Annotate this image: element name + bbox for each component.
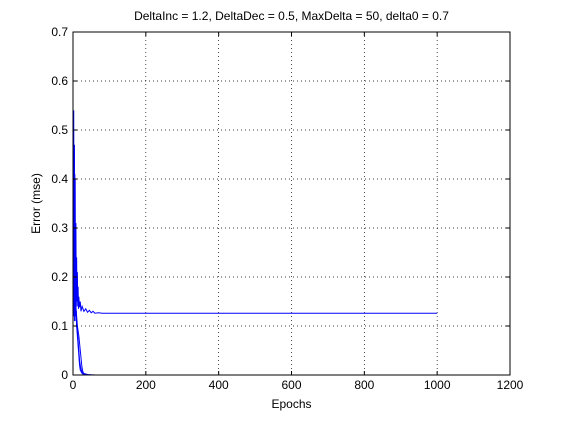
x-axis-title: Epochs	[271, 397, 311, 411]
x-tick-label: 800	[354, 378, 374, 392]
series-line-4	[72, 193, 85, 375]
y-axis-title: Error (mse)	[29, 173, 43, 234]
tick-labels: 0 200 400 600 800 1000 1200 0 0.1 0.2 0.3 0.4 0.5 0.6…	[51, 25, 523, 392]
y-tick-label: 0.2	[51, 270, 68, 284]
x-tick-label: 600	[281, 378, 301, 392]
grid-lines	[73, 32, 510, 375]
axes-box	[72, 31, 511, 376]
y-tick-label: 0.1	[51, 319, 68, 333]
y-tick-label: 0.4	[51, 172, 68, 186]
tick-marks	[72, 31, 511, 376]
y-tick-label: 0	[61, 368, 68, 382]
y-tick-label: 0.3	[51, 221, 68, 235]
series-layer	[72, 110, 438, 376]
y-tick-label: 0.7	[51, 25, 68, 39]
x-tick-label: 400	[209, 378, 229, 392]
x-tick-label: 1200	[497, 378, 524, 392]
x-tick-label: 1000	[424, 378, 451, 392]
x-tick-label: 200	[136, 378, 156, 392]
y-tick-label: 0.6	[51, 74, 68, 88]
series-line-1	[72, 110, 438, 314]
x-tick-label: 0	[70, 378, 77, 392]
chart-title: DeltaInc = 1.2, DeltaDec = 0.5, MaxDelta…	[134, 9, 449, 23]
y-tick-label: 0.5	[51, 123, 68, 137]
